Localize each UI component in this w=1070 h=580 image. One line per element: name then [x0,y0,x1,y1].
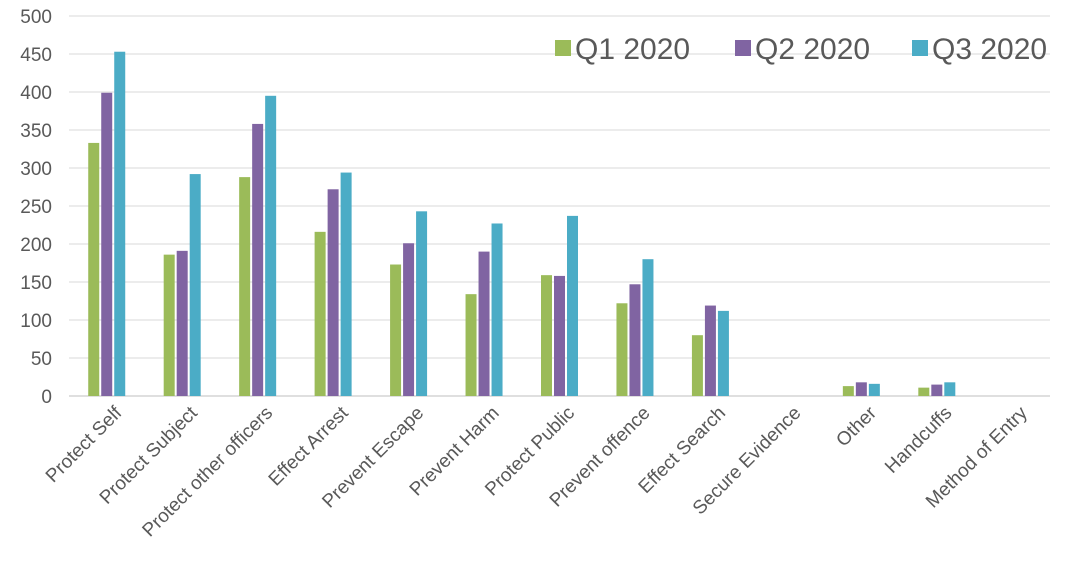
bar [314,231,326,396]
legend: Q1 2020 Q2 2020 Q3 2020 [555,33,1047,66]
bar [176,250,188,396]
legend-swatch [735,40,751,56]
bar [390,264,402,396]
bar [491,223,503,396]
bar [704,305,716,396]
y-axis-tick-labels: 0 50 100 150 200 250 300 350 400 450 500 [20,7,52,408]
y-tick-label: 350 [20,121,52,142]
legend-swatch [912,40,928,56]
y-tick-label: 400 [20,83,52,104]
y-tick-label: 200 [20,235,52,256]
legend-label: Q2 2020 [755,33,870,66]
y-tick-label: 300 [20,159,52,180]
bar [163,254,175,396]
bar [478,251,490,396]
bar [642,259,654,396]
y-tick-label: 100 [20,311,52,332]
legend-label: Q3 2020 [932,33,1047,66]
y-tick-label: 0 [41,387,52,408]
bar [868,383,880,396]
bar [616,303,628,396]
bar [252,123,264,397]
bar [944,382,956,396]
y-tick-label: 250 [20,197,52,218]
bar [842,386,854,396]
bar [403,243,415,396]
y-tick-label: 450 [20,45,52,66]
bar [541,275,552,396]
bars [88,51,956,397]
bar [416,211,428,396]
gridlines [69,15,1050,397]
bar [931,384,943,396]
bar [88,142,100,396]
bar [340,172,352,396]
x-category-label: Handcuffs [881,403,956,478]
bar [855,382,867,396]
bar [265,95,277,397]
bar [189,174,201,396]
y-tick-label: 500 [20,7,52,28]
y-tick-label: 50 [31,349,52,370]
x-category-label: Other [832,402,881,451]
x-category-label: Protect other officers [139,403,278,542]
legend-swatch [555,40,571,56]
bar [239,177,251,396]
y-tick-label: 150 [20,273,52,294]
bar [554,275,565,396]
bar [717,310,729,396]
bar [918,387,930,396]
bar [567,215,578,396]
bar [691,335,703,396]
bar [327,189,339,396]
bar [101,92,113,396]
bar [465,294,477,396]
bar [114,51,126,396]
bar [629,284,641,396]
legend-label: Q1 2020 [575,33,690,66]
